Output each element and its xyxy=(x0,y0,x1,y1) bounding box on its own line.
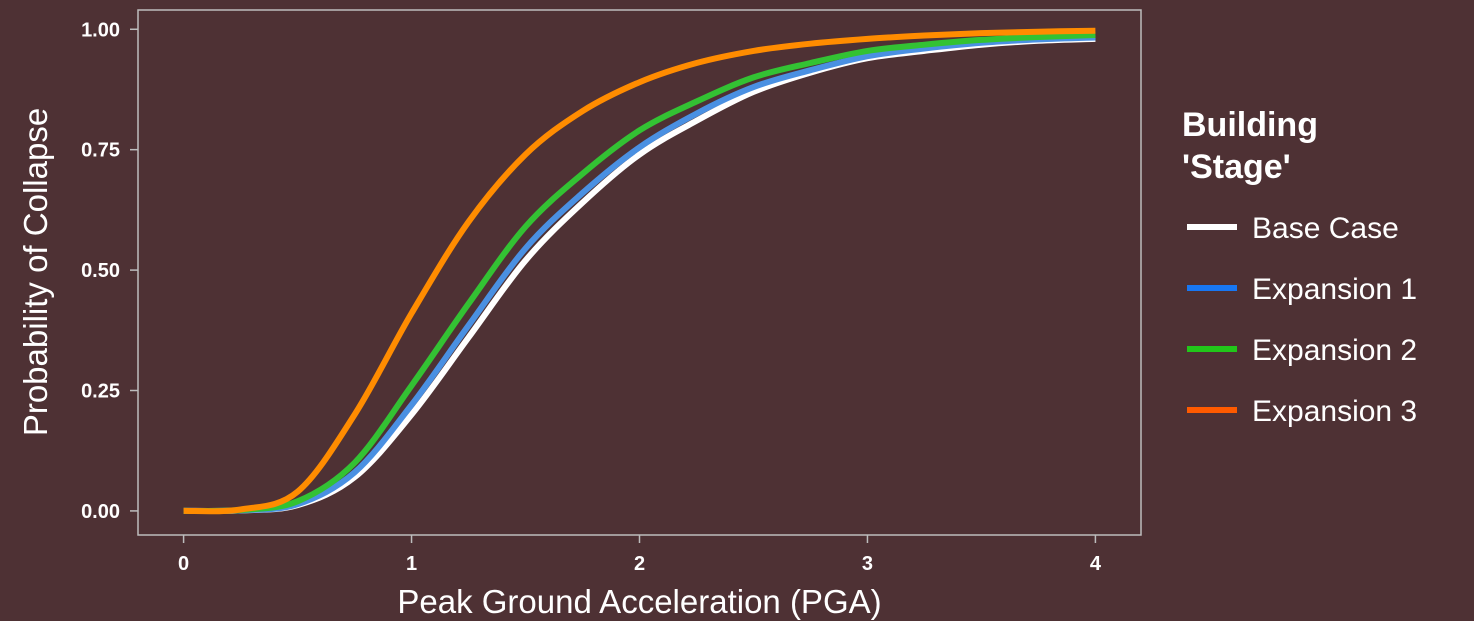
y-tick-label: 0.25 xyxy=(81,381,120,403)
x-tick-label: 0 xyxy=(178,553,189,575)
y-tick-label: 0.50 xyxy=(81,260,120,282)
x-axis: 0 1 2 3 4 xyxy=(178,535,1102,575)
y-axis: 0.00 0.25 0.50 0.75 1.00 xyxy=(81,19,138,523)
series-line-expansion-1 xyxy=(183,34,1096,515)
series-line-expansion-3 xyxy=(183,27,1096,515)
legend-label-base-case: Base Case xyxy=(1252,212,1399,245)
y-tick-label: 1.00 xyxy=(81,19,120,41)
y-tick-label: 0.00 xyxy=(81,501,120,523)
legend-title-line-2: 'Stage' xyxy=(1182,148,1291,186)
legend-label-expansion-2: Expansion 2 xyxy=(1252,334,1417,367)
legend: Building 'Stage' Base Case Expansion 1 Exp… xyxy=(1182,106,1417,428)
legend-items: Base Case Expansion 1 Expansion 2 Expansion… xyxy=(1187,212,1417,428)
legend-label-expansion-1: Expansion 1 xyxy=(1252,273,1417,306)
plot-area xyxy=(137,9,1142,536)
series-line-expansion-2 xyxy=(183,32,1096,515)
x-tick-label: 2 xyxy=(634,553,645,575)
legend-label-expansion-3: Expansion 3 xyxy=(1252,395,1417,428)
x-axis-title: Peak Ground Acceleration (PGA) xyxy=(397,583,881,620)
series-layer xyxy=(183,27,1096,515)
x-tick-label: 3 xyxy=(862,553,873,575)
y-axis-title: Probability of Collapse xyxy=(17,108,54,436)
plot-background xyxy=(137,9,1142,536)
y-tick-label: 0.75 xyxy=(81,140,120,162)
x-tick-label: 1 xyxy=(406,553,417,575)
x-tick-label: 4 xyxy=(1090,553,1102,575)
legend-title-line-1: Building xyxy=(1182,106,1318,144)
